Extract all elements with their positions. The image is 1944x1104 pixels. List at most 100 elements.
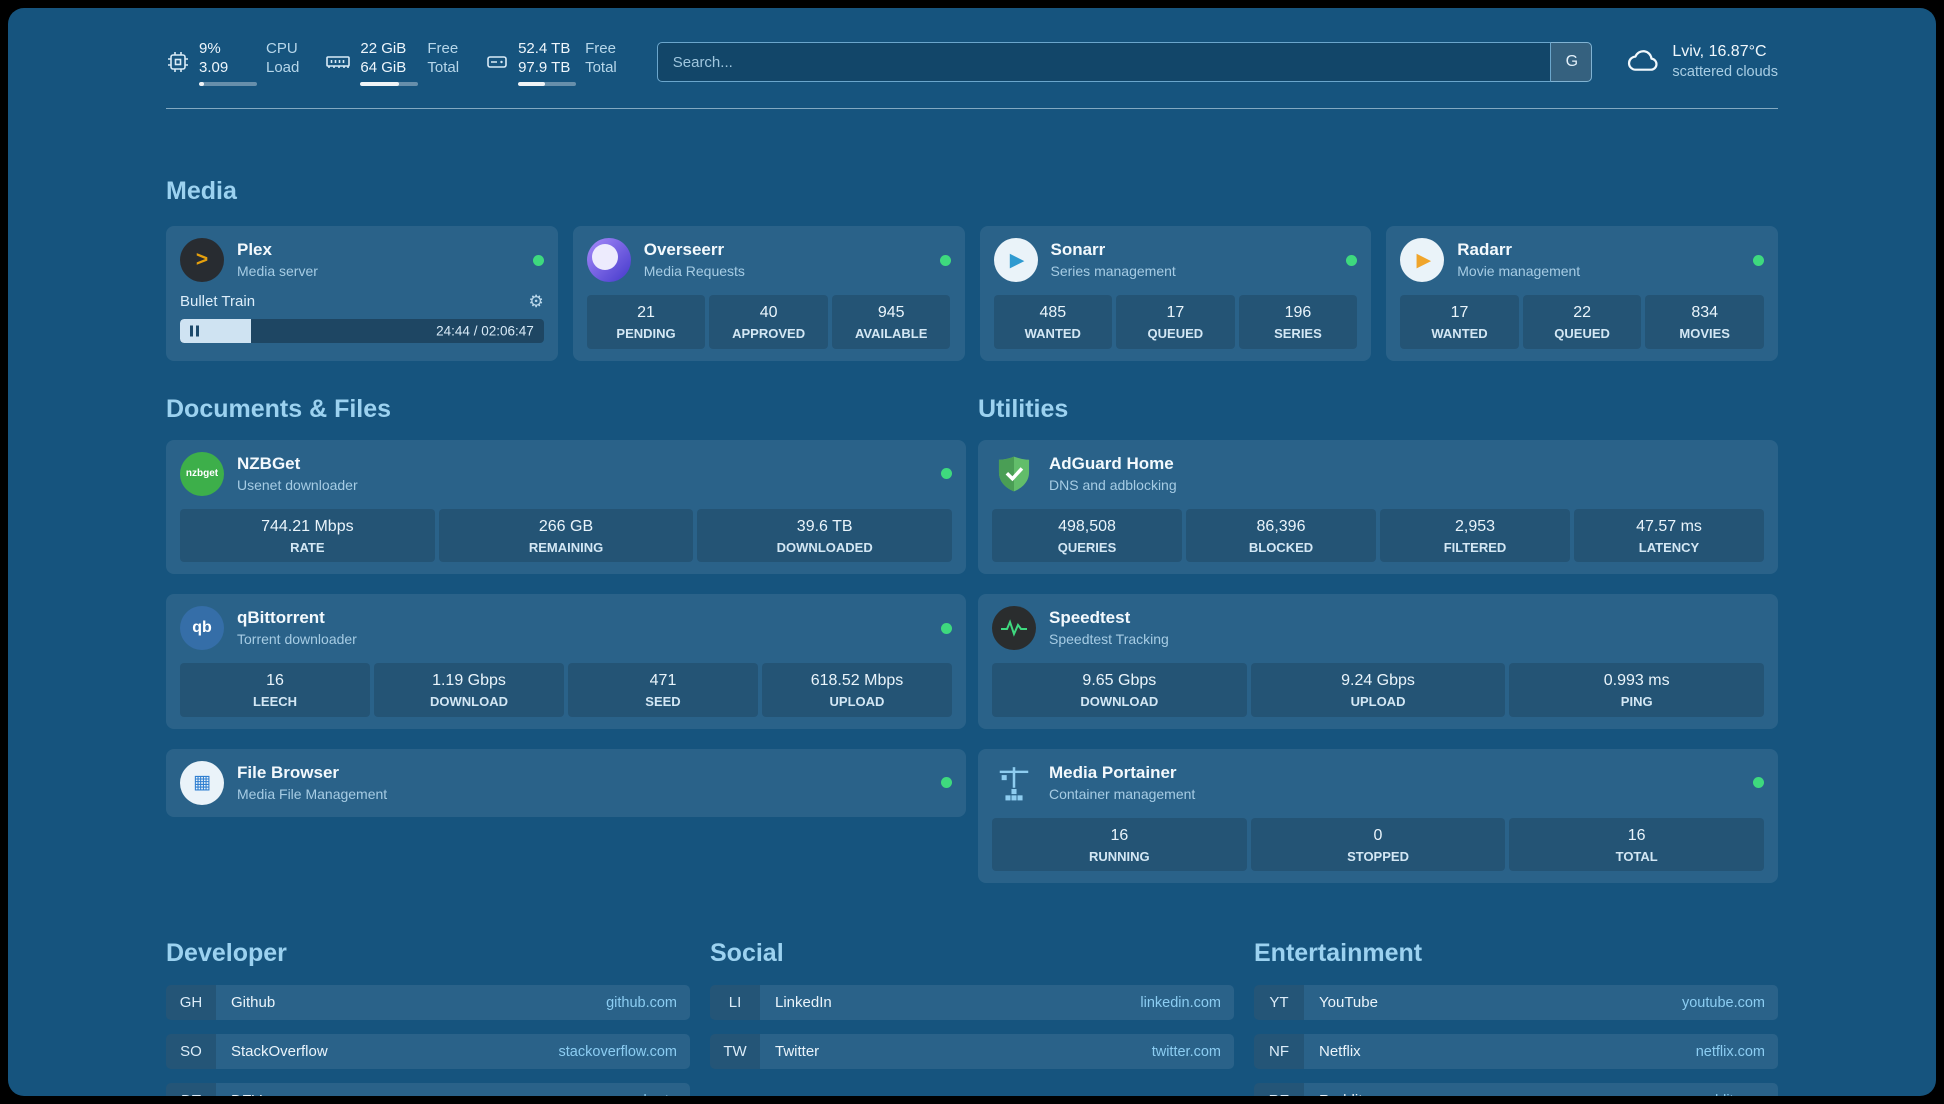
speedtest-card[interactable]: Speedtest Speedtest Tracking 9.65 Gbps D… bbox=[978, 594, 1778, 729]
bookmarks-social: Social LI LinkedIn linkedin.com TW Twitt… bbox=[710, 939, 1234, 1096]
card-title: Overseerr bbox=[643, 239, 725, 259]
speedtest-icon bbox=[992, 606, 1036, 651]
stat-box: 21 PENDING bbox=[586, 295, 706, 349]
memory-icon bbox=[325, 50, 351, 74]
filebrowser-card[interactable]: ▦ File Browser Media File Management bbox=[166, 748, 966, 817]
cpu-labels: CPU Load bbox=[266, 39, 299, 86]
stat-label: SERIES bbox=[1274, 326, 1322, 341]
memory-total-value: 64 GiB bbox=[360, 59, 407, 76]
card-subtitle: Usenet downloader bbox=[237, 476, 358, 493]
bookmark-reddit[interactable]: RE Reddit reddit.com bbox=[1254, 1083, 1778, 1096]
card-title: File Browser bbox=[237, 762, 340, 782]
sonarr-card[interactable]: ▶ Sonarr Series management 485 WANTED 17… bbox=[979, 226, 1372, 361]
stats-row: 17 WANTED 22 QUEUED 834 MOVIES bbox=[1400, 295, 1764, 349]
stat-value: 744.21 Mbps bbox=[261, 517, 354, 535]
stat-value: 16 bbox=[1110, 826, 1129, 844]
weather-text: Lviv, 16.87°C scattered clouds bbox=[1672, 41, 1778, 82]
stat-box: 471 SEED bbox=[568, 663, 758, 717]
radarr-card[interactable]: ▶ Radarr Movie management 17 WANTED 22 Q… bbox=[1386, 226, 1778, 361]
stat-box: 40 APPROVED bbox=[709, 295, 828, 349]
card-header: Media Portainer Container management bbox=[992, 761, 1764, 805]
search-provider-button[interactable]: G bbox=[1550, 42, 1593, 82]
bookmark-dev[interactable]: DT DEV dev.to bbox=[166, 1083, 690, 1096]
plex-card[interactable]: > Plex Media server Bullet Train ⚙ 24:44… bbox=[166, 226, 558, 361]
stat-label: QUERIES bbox=[1057, 539, 1117, 555]
documents-column: Documents & Files nzbget NZBGet Usenet d… bbox=[166, 395, 966, 884]
stat-box: 9.65 Gbps DOWNLOAD bbox=[992, 663, 1247, 717]
status-dot bbox=[1753, 254, 1764, 266]
adguard-card[interactable]: AdGuard Home DNS and adblocking 498,508 … bbox=[978, 439, 1778, 575]
bookmark-abbr: NF bbox=[1254, 1034, 1304, 1070]
bookmark-abbr: DT bbox=[166, 1083, 216, 1096]
card-title: Media Portainer bbox=[1049, 762, 1177, 782]
plex-playback-time: 24:44 / 02:06:47 bbox=[436, 323, 534, 339]
stat-value: 17 bbox=[1450, 304, 1469, 321]
bookmark-netflix[interactable]: NF Netflix netflix.com bbox=[1254, 1034, 1778, 1070]
qbittorrent-card[interactable]: qb qBittorrent Torrent downloader 16 LEE… bbox=[166, 594, 966, 729]
stats-row: 498,508 QUERIES 86,396 BLOCKED 2,953 FIL… bbox=[992, 508, 1764, 563]
card-subtitle: Media Requests bbox=[643, 263, 745, 280]
stat-box: 22 QUEUED bbox=[1522, 295, 1642, 349]
gear-icon[interactable]: ⚙ bbox=[528, 292, 544, 311]
stat-label: PING bbox=[1620, 694, 1653, 710]
bookmark-github[interactable]: GH Github github.com bbox=[166, 985, 690, 1021]
stats-row: 21 PENDING 40 APPROVED 945 AVAILABLE bbox=[586, 295, 951, 349]
card-header: ▦ File Browser Media File Management bbox=[180, 760, 952, 805]
search-input[interactable] bbox=[656, 42, 1593, 82]
memory-usage-bar-fill bbox=[360, 81, 399, 86]
memory-values: 22 GiB 64 GiB bbox=[360, 39, 419, 86]
bookmark-abbr: YT bbox=[1254, 985, 1304, 1021]
stat-label: MOVIES bbox=[1679, 326, 1730, 341]
free-label: Free bbox=[427, 39, 459, 57]
stat-value: 86,396 bbox=[1256, 517, 1306, 535]
stat-box: 16 RUNNING bbox=[992, 817, 1247, 872]
cpu-usage-bar bbox=[199, 81, 257, 86]
stat-value: 945 bbox=[877, 304, 905, 321]
stat-box: 47.57 ms LATENCY bbox=[1574, 508, 1764, 563]
bookmark-youtube[interactable]: YT YouTube youtube.com bbox=[1254, 985, 1778, 1021]
bookmark-stackoverflow[interactable]: SO StackOverflow stackoverflow.com bbox=[166, 1034, 690, 1070]
bookmark-abbr: GH bbox=[166, 985, 216, 1021]
stat-value: 0 bbox=[1373, 826, 1383, 844]
section-heading-media: Media bbox=[166, 177, 237, 205]
nzbget-card[interactable]: nzbget NZBGet Usenet downloader 744.21 M… bbox=[166, 439, 966, 575]
stat-box: 16 TOTAL bbox=[1509, 817, 1765, 872]
bookmark-name: Reddit bbox=[1304, 1083, 1362, 1096]
portainer-card[interactable]: Media Portainer Container management 16 … bbox=[978, 748, 1778, 884]
memory-usage-bar bbox=[360, 81, 419, 86]
stat-box: 945 AVAILABLE bbox=[831, 295, 951, 349]
plex-player-bar[interactable]: 24:44 / 02:06:47 bbox=[180, 319, 544, 343]
stat-label: REMAINING bbox=[528, 539, 604, 555]
cpu-usage-bar-fill bbox=[199, 81, 205, 86]
topbar: 9% 3.09 CPU Load 22 GiB bbox=[166, 36, 1778, 88]
bookmark-twitter[interactable]: TW Twitter twitter.com bbox=[710, 1034, 1234, 1070]
stat-label: STOPPED bbox=[1347, 848, 1409, 864]
cpu-icon bbox=[166, 50, 190, 74]
memory-labels: Free Total bbox=[427, 39, 459, 86]
disk-free-value: 52.4 TB bbox=[518, 39, 571, 57]
card-header: AdGuard Home DNS and adblocking bbox=[992, 452, 1764, 496]
topbar-divider bbox=[166, 108, 1778, 109]
stat-value: 0.993 ms bbox=[1603, 672, 1670, 690]
card-subtitle: Media File Management bbox=[237, 786, 388, 803]
nzbget-icon: nzbget bbox=[180, 451, 224, 496]
stat-value: 22 bbox=[1573, 304, 1592, 321]
stat-label: WANTED bbox=[1024, 326, 1081, 341]
stat-value: 16 bbox=[266, 672, 284, 690]
stat-value: 498,508 bbox=[1058, 517, 1116, 535]
bookmark-name: YouTube bbox=[1319, 994, 1378, 1012]
card-header: ▶ Sonarr Series management bbox=[993, 238, 1358, 282]
bookmark-domain: linkedin.com bbox=[1140, 994, 1221, 1011]
pause-icon[interactable] bbox=[190, 325, 199, 337]
bookmark-name: StackOverflow bbox=[231, 1043, 328, 1061]
stat-label: DOWNLOADED bbox=[776, 539, 873, 555]
overseerr-card[interactable]: Overseerr Media Requests 21 PENDING 40 A… bbox=[572, 226, 965, 361]
stat-label: AVAILABLE bbox=[854, 326, 928, 341]
card-title: qBittorrent bbox=[237, 608, 325, 628]
bookmarks-entertainment: Entertainment YT YouTube youtube.com NF … bbox=[1254, 939, 1778, 1096]
load-label: Load bbox=[266, 59, 300, 76]
cpu-label: CPU bbox=[266, 39, 298, 57]
qbittorrent-icon: qb bbox=[180, 606, 224, 651]
bookmark-linkedin[interactable]: LI LinkedIn linkedin.com bbox=[710, 985, 1234, 1021]
disk-usage-bar bbox=[518, 81, 577, 86]
